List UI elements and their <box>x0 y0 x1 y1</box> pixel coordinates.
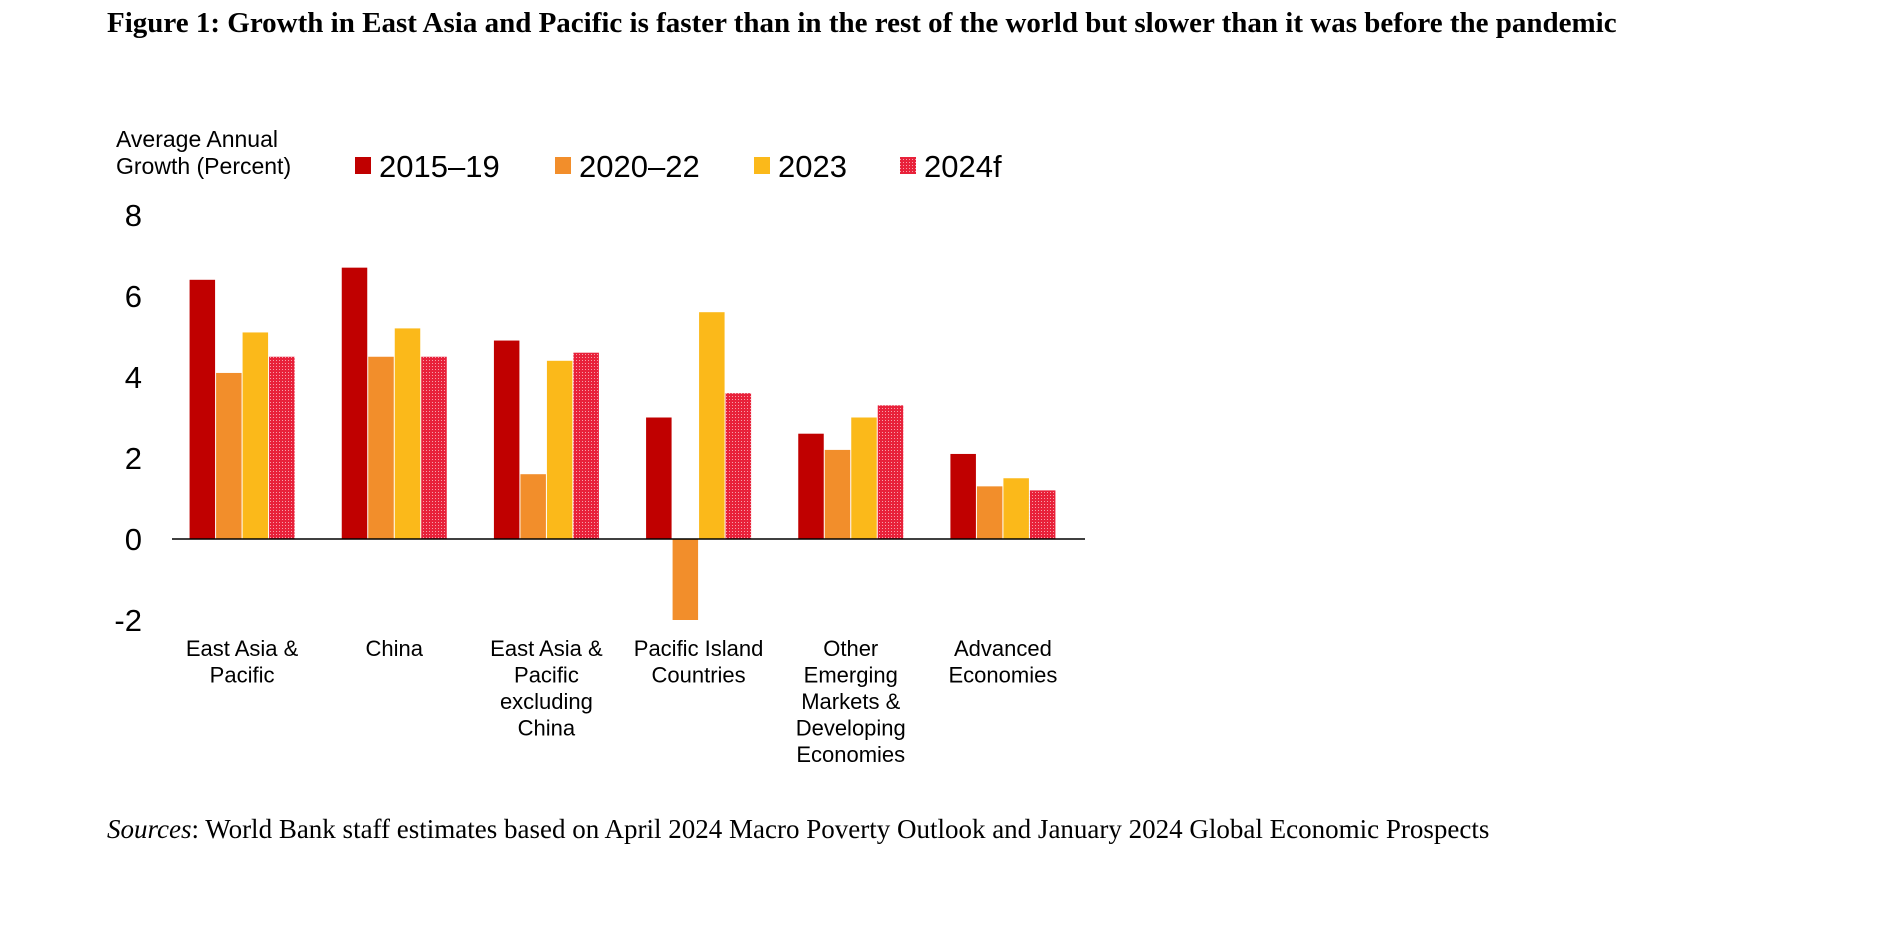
bar <box>1029 490 1056 539</box>
x-tick-label: Other <box>823 636 878 661</box>
x-tick-label: East Asia & <box>490 636 603 661</box>
x-tick-label: Pacific Island <box>634 636 764 661</box>
bar <box>189 279 216 539</box>
legend-label: 2020–22 <box>579 149 700 184</box>
legend-label: 2024f <box>924 149 1002 184</box>
x-tick-label: China <box>518 716 576 741</box>
bar <box>216 372 242 539</box>
bar <box>877 405 904 539</box>
x-tick-label: Economies <box>948 663 1057 688</box>
x-tick-label: Pacific <box>514 663 579 688</box>
x-tick-label: Economies <box>796 742 905 767</box>
y-tick-label: 6 <box>125 279 142 314</box>
bar <box>798 433 824 539</box>
sources-label: Sources <box>107 814 192 844</box>
y-tick-label: 8 <box>125 198 142 233</box>
bar <box>242 332 269 539</box>
sources-note: Sources: World Bank staff estimates base… <box>107 814 1489 845</box>
bar <box>950 453 976 539</box>
y-tick-label: -2 <box>114 603 142 638</box>
y-axis-label-line: Average Annual <box>116 126 278 152</box>
x-tick-label: excluding <box>500 689 593 714</box>
bar <box>421 356 447 539</box>
x-tick-label: Pacific <box>210 663 275 688</box>
y-tick-label: 0 <box>125 522 142 557</box>
x-tick-label: Markets & <box>801 689 900 714</box>
bar <box>341 267 368 539</box>
sources-text: : World Bank staff estimates based on Ap… <box>191 814 1490 844</box>
bar <box>573 352 599 539</box>
x-tick-label: East Asia & <box>186 636 299 661</box>
x-tick-label: Emerging <box>804 663 898 688</box>
x-tick-label: Developing <box>796 716 906 741</box>
bar <box>520 474 546 539</box>
bar <box>725 393 752 539</box>
bar <box>672 539 699 620</box>
y-axis-label-line: Growth (Percent) <box>116 153 291 179</box>
x-tick-label: Advanced <box>954 636 1052 661</box>
bar <box>646 417 672 539</box>
bars <box>189 267 1056 620</box>
bar <box>368 356 394 539</box>
legend-label: 2023 <box>778 149 847 184</box>
y-tick-label: 4 <box>125 360 142 395</box>
bar <box>1003 478 1029 539</box>
y-tick-label: 2 <box>125 441 142 476</box>
legend-swatch <box>355 157 371 174</box>
legend-label: 2015–19 <box>379 149 500 184</box>
bar <box>394 328 421 539</box>
bar <box>493 340 520 539</box>
bar <box>976 486 1003 539</box>
bar <box>546 360 573 539</box>
legend-swatch <box>555 157 571 174</box>
y-axis-ticks: 8 6 4 2 0 -2 <box>114 198 142 638</box>
chart-title: Figure 1: Growth in East Asia and Pacifi… <box>107 7 1617 39</box>
legend-swatch <box>754 157 770 174</box>
bar <box>699 312 725 539</box>
bar <box>851 417 877 539</box>
x-tick-label: Countries <box>652 663 746 688</box>
bar <box>269 356 295 539</box>
x-tick-label: China <box>366 636 424 661</box>
legend: 2015–19 2020–22 2023 2024f <box>355 149 1002 184</box>
bar <box>824 449 851 539</box>
legend-swatch <box>900 157 916 174</box>
